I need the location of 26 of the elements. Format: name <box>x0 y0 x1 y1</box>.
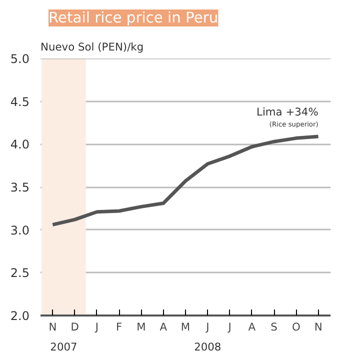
x-tick-label: A <box>160 320 168 334</box>
x-tick-label: J <box>205 320 210 334</box>
annotation: Lima +34% <box>256 105 318 118</box>
x-tick-label: M <box>136 320 146 334</box>
text: 2008 <box>194 340 222 354</box>
x-tick-label: D <box>70 320 79 334</box>
x-tick-label: F <box>116 320 122 334</box>
y-tick-label: 5.0 <box>10 52 30 66</box>
y-tick-label: 3.0 <box>10 223 30 238</box>
x-tick-label: O <box>292 320 300 334</box>
y-tick-label: 3.5 <box>10 180 30 194</box>
x-tick-label: N <box>314 320 322 334</box>
y-tick-label: 4.0 <box>10 138 30 152</box>
line-series <box>50 134 320 226</box>
x-tick-label: J <box>94 320 99 334</box>
y-axis-title: Nuevo Sol (PEN)/kg <box>40 40 144 54</box>
x-tick-label: J <box>227 320 232 334</box>
band-label: 2007 <box>50 340 78 354</box>
x-tick-label: S <box>270 320 278 334</box>
x-tick-label: M <box>180 320 190 334</box>
x-tick-label: A <box>248 320 256 334</box>
chart-title: Retail rice price in Peru <box>48 10 218 26</box>
x-tick-label: N <box>48 320 57 334</box>
y-tick-label: 4.5 <box>10 94 30 109</box>
y-tick-label: 2.0 <box>10 309 30 323</box>
y-tick-label: 2.5 <box>10 266 30 280</box>
